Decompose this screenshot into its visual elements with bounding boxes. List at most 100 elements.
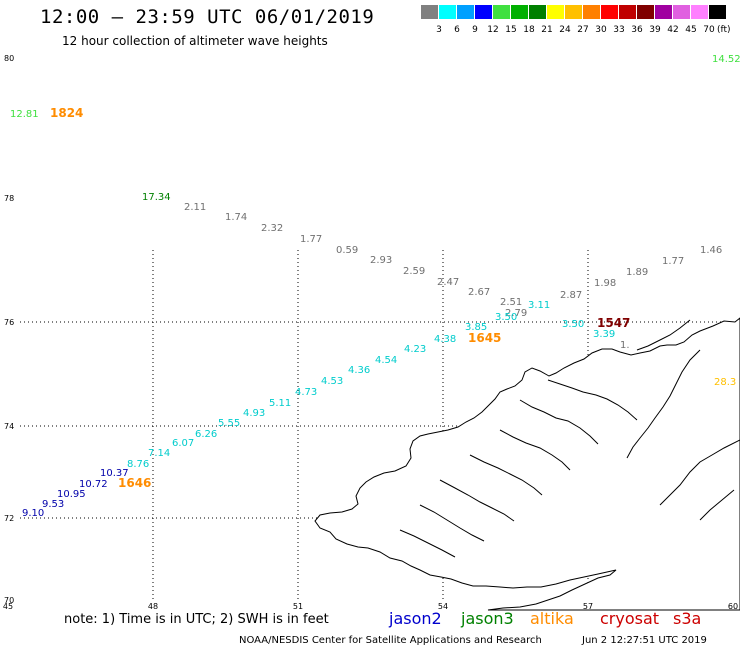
legend-swatch [493,5,510,19]
wave-height-label: 8.76 [127,459,149,470]
wave-height-label: 2.67 [468,287,490,298]
wave-height-label: 3.11 [528,300,550,311]
wave-height-label: 4.36 [348,365,370,376]
legend-label: 45 [685,25,697,35]
wave-height-label: 4.73 [295,387,317,398]
legend-label: 42 [667,25,679,35]
extra-value-label: 14.52 [712,54,740,65]
wave-height-label: 0.59 [336,245,358,256]
x-tick-label: 48 [148,602,158,611]
wave-height-label: 4.38 [434,334,456,345]
wave-height-label: 10.95 [57,489,86,500]
legend-label: 39 [649,25,661,35]
time-label: 1547 [597,316,630,330]
satellite-label-jason2: jason2 [389,609,442,628]
extra-value-label: 1. [620,340,630,351]
legend-swatch [439,5,456,19]
credit-text: NOAA/NESDIS Center for Satellite Applica… [239,635,542,646]
wave-height-label: 1.74 [225,212,247,223]
wave-height-label: 2.47 [437,277,459,288]
time-label: 1646 [118,476,151,490]
y-tick-label: 70 [4,596,14,605]
wave-height-label: 9.53 [42,499,64,510]
legend-swatch [619,5,636,19]
satellite-label-s3a: s3a [673,609,702,628]
legend-swatch [655,5,672,19]
legend-label: 18 [523,25,535,35]
legend-swatch [457,5,474,19]
time-label: 1824 [50,106,83,120]
legend-label: 27 [577,25,589,35]
wave-height-label: 2.32 [261,223,283,234]
y-tick-label: 76 [4,318,14,327]
wave-height-label: 2.93 [370,255,392,266]
wave-height-label: 3.39 [593,329,615,340]
x-tick-label: 45 [3,602,13,611]
legend-label: 30 [595,25,607,35]
wave-height-label: 2.79 [505,308,527,319]
y-tick-label: 80 [4,54,14,63]
legend-label: 15 [505,25,517,35]
wave-height-label: 3.50 [562,319,584,330]
legend-swatch [511,5,528,19]
legend-swatch [547,5,564,19]
wave-height-label: 2.51 [500,297,522,308]
x-tick-label: 60 [728,602,738,611]
coastline [314,317,740,611]
time-label: 1645 [468,331,501,345]
wave-height-label: 4.54 [375,355,397,366]
timestamp: Jun 2 12:27:51 UTC 2019 [582,635,707,646]
wave-height-label: 6.26 [195,429,217,440]
wave-height-label: 1.77 [300,234,322,245]
legend-swatch [709,5,726,19]
legend-swatch [673,5,690,19]
extra-value-labels: 12.81 14.52 28.3 1. [10,54,740,388]
legend-swatch [601,5,618,19]
y-tick-label: 78 [4,194,14,203]
legend-swatch [565,5,582,19]
legend-swatch [691,5,708,19]
legend-label: 36 [631,25,643,35]
legend-swatch [475,5,492,19]
wave-height-label: 4.23 [404,344,426,355]
legend-label: 24 [559,25,571,35]
wave-height-label: 1.98 [594,278,616,289]
satellite-label-jason3: jason3 [461,609,514,628]
legend-swatch [583,5,600,19]
legend-swatch [421,5,438,19]
page-title: 12:00 – 23:59 UTC 06/01/2019 [40,6,375,28]
wave-height-label: 9.10 [22,508,44,519]
wave-height-label: 4.93 [243,408,265,419]
legend-label: 70 [703,25,715,35]
y-tick-label: 74 [4,422,14,431]
wave-height-label: 3.85 [465,322,487,333]
y-tick-label: 72 [4,514,14,523]
legend-label: 12 [487,25,499,35]
wave-height-label: 2.59 [403,266,425,277]
wave-height-label: 1.77 [662,256,684,267]
wave-height-label: 7.14 [148,448,170,459]
wave-height-label: 10.37 [100,468,129,479]
wave-height-label: 4.53 [321,376,343,387]
wave-height-label: 2.11 [184,202,206,213]
legend-label: 3 [436,25,442,35]
satellite-label-altika: altika [530,609,574,628]
time-labels: 1824 1645 1646 1547 [50,106,630,490]
wave-height-label: 2.87 [560,290,582,301]
legend-label: 33 [613,25,625,35]
x-tick-label: 57 [583,602,593,611]
legend-swatch [637,5,654,19]
footer-note: note: 1) Time is in UTC; 2) SWH is in fe… [64,612,329,627]
wave-height-label: 6.07 [172,438,194,449]
legend-label: 9 [472,25,478,35]
wave-height-label: 5.55 [218,418,240,429]
wave-height-label: 17.34 [142,192,171,203]
legend-unit: (ft) [717,25,731,35]
extra-value-label: 28.3 [714,377,736,388]
legend-label: 21 [541,25,553,35]
satellite-label-cryosat: cryosat [600,609,660,628]
legend-label: 6 [454,25,460,35]
wave-height-label: 3.50 [495,312,517,323]
wave-height-label: 1.89 [626,267,648,278]
wave-height-label: 10.72 [79,479,108,490]
